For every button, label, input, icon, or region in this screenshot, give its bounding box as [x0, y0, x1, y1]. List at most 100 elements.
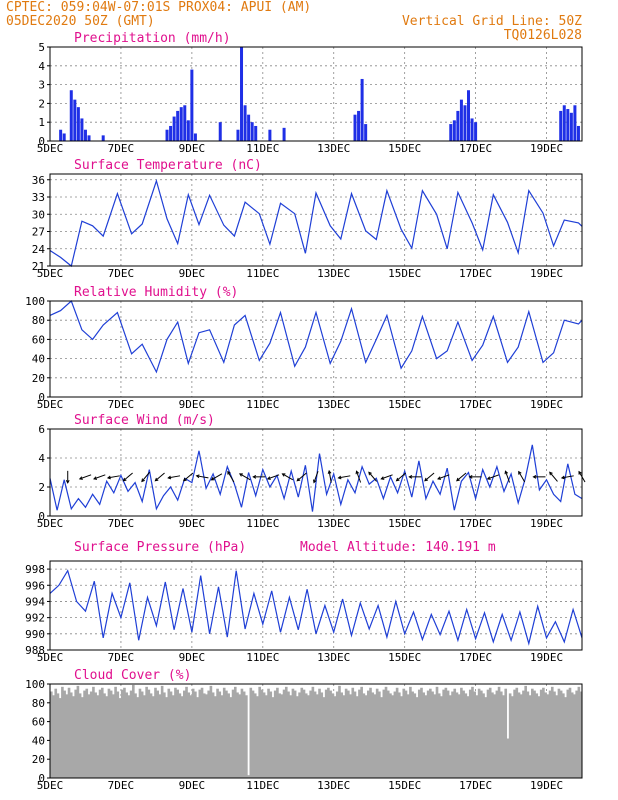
wind-arrow-head	[368, 471, 372, 476]
cloud-bar	[482, 693, 485, 778]
precip-bar	[282, 127, 286, 141]
precip-bar	[179, 107, 183, 141]
cloud-bar	[429, 688, 432, 778]
cloud-bar	[442, 689, 445, 778]
x-tick-label: 5DEC	[37, 398, 64, 411]
wind-arrow-head	[424, 477, 428, 482]
cloud-bar	[395, 687, 399, 778]
cloud-bar	[85, 688, 89, 778]
cloud-bar	[218, 691, 222, 778]
y-tick-label: 100	[25, 678, 45, 691]
cloud-bar	[437, 693, 441, 778]
x-tick-label: 17DEC	[459, 142, 492, 155]
x-tick-label: 7DEC	[108, 517, 135, 530]
cloud-bar	[147, 689, 151, 778]
cloud-bar	[557, 688, 561, 778]
cloud-bar	[278, 693, 281, 778]
cloud-bar	[96, 695, 100, 778]
cloud-bar	[329, 690, 332, 778]
precip-bar	[357, 110, 361, 141]
cloud-bar	[72, 696, 75, 778]
wind-arrow-head	[486, 476, 491, 480]
x-tick-label: 7DEC	[108, 267, 135, 280]
y-tick-label: 0	[38, 391, 45, 404]
panel-frame	[49, 560, 583, 651]
cloud-bar	[338, 685, 341, 778]
precip-bar	[87, 135, 91, 141]
cloud-bar	[398, 692, 401, 778]
wind-arrow-head	[468, 474, 473, 479]
model-altitude: Model Altitude: 140.191 m	[300, 540, 496, 555]
wind-arrow-shaft	[356, 471, 362, 483]
cloud-bar	[187, 692, 191, 778]
wind-arrow-head	[437, 476, 442, 480]
cloud-bar	[309, 690, 312, 778]
cloud-bar	[544, 692, 547, 778]
cloud-bar	[240, 688, 244, 778]
x-tick-label: 9DEC	[179, 267, 206, 280]
precip-bar	[193, 133, 197, 141]
cloud-bar	[174, 687, 177, 778]
precip-bar	[573, 105, 577, 141]
x-tick-label: 15DEC	[388, 398, 421, 411]
cloud-bar	[375, 688, 379, 778]
cloud-bar	[156, 690, 160, 778]
y-tick-label: 990	[25, 628, 45, 641]
wind-arrow	[504, 470, 511, 483]
wind-arrow-shaft	[396, 472, 407, 482]
y-tick-label: 3	[38, 79, 45, 92]
cloud-bar	[322, 697, 326, 778]
cloud-bar	[464, 693, 468, 778]
cloud-bar	[65, 694, 69, 778]
wind-arrow	[65, 470, 70, 484]
x-tick-label: 15DEC	[388, 142, 421, 155]
cloud-bar	[504, 688, 508, 778]
precip-bar	[474, 122, 478, 141]
cloud-bar	[568, 687, 572, 778]
wind-arrow-shaft	[549, 471, 558, 482]
cloud-bar	[519, 694, 523, 778]
precip-bar	[569, 112, 573, 141]
cloud-bar	[209, 685, 213, 778]
cloud-bar	[522, 690, 525, 778]
wind-arrow-head	[296, 477, 301, 482]
precip-bar	[62, 133, 66, 141]
cloud-bar	[103, 693, 106, 778]
wind-arrow-shaft	[424, 472, 435, 482]
y-tick-label: 36	[32, 174, 45, 187]
wind-arrow-shaft	[227, 471, 235, 483]
wind-arrow-head	[182, 477, 187, 482]
wind-arrow-shaft	[487, 474, 500, 480]
cloud-bar	[227, 693, 230, 778]
cloud-bar	[253, 693, 257, 778]
cloud-bar	[533, 690, 536, 778]
precip-bar	[449, 124, 453, 141]
cloud-bar	[378, 691, 381, 778]
precip-bar	[101, 135, 105, 141]
x-tick-label: 5DEC	[37, 651, 64, 664]
wind-arrow-head	[337, 475, 342, 480]
cloud-bar	[499, 691, 503, 778]
wind-arrow-shaft	[368, 471, 377, 482]
x-tick-label: 11DEC	[246, 651, 279, 664]
cloud-bar	[112, 694, 115, 778]
wind-arrow-head	[154, 477, 159, 482]
y-tick-label: 5	[38, 41, 45, 54]
cloud-bar	[491, 692, 494, 778]
cloud-bar	[222, 687, 226, 778]
cloud-bar	[245, 695, 248, 778]
cloud-bar	[335, 691, 339, 778]
cloud-bar	[366, 690, 370, 778]
precip-bar	[172, 116, 176, 141]
precip-bar	[165, 129, 169, 141]
cloud-bar	[171, 695, 175, 778]
wind-arrow-head	[456, 477, 460, 482]
x-tick-label: 13DEC	[317, 142, 350, 155]
cloud-bar	[493, 694, 496, 778]
y-tick-label: 80	[32, 697, 45, 710]
precip-bar	[470, 118, 474, 141]
wind-arrow	[560, 475, 574, 480]
x-tick-label: 11DEC	[246, 142, 279, 155]
cloud-bar	[229, 697, 233, 778]
wind-arrow-shaft	[381, 474, 393, 480]
